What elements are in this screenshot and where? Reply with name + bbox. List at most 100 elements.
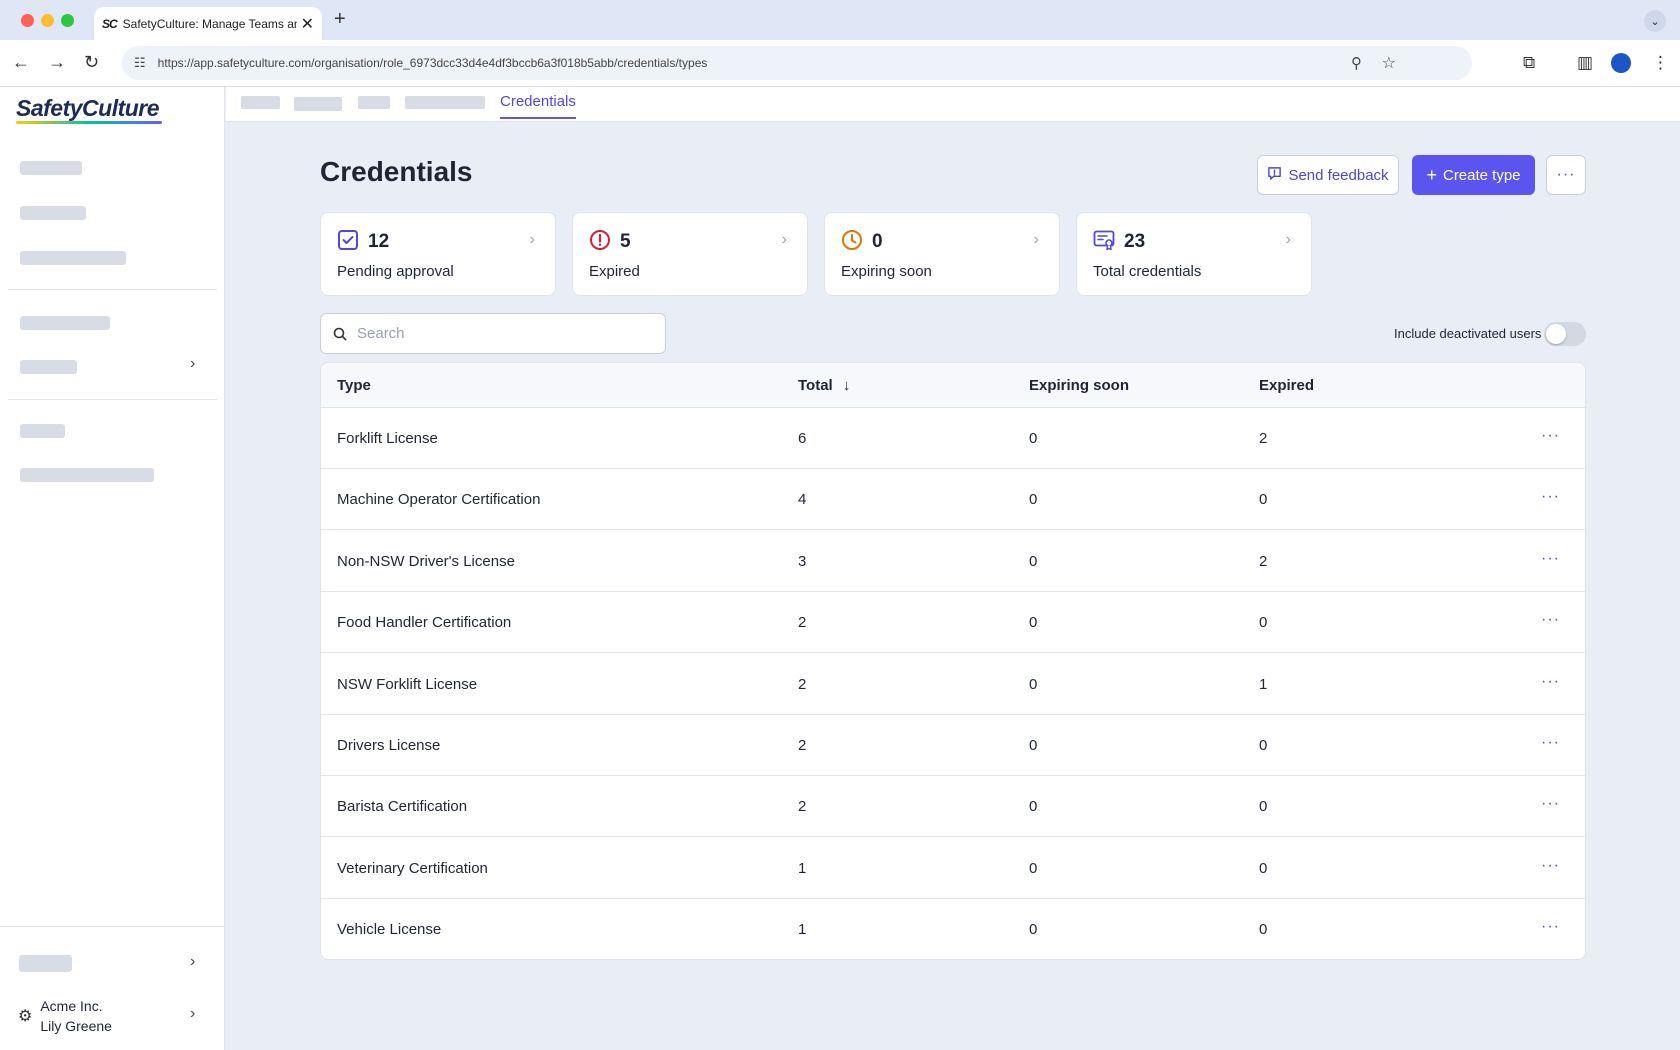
- credential-types-table: Type Total ↓ Expiring soon Expired Forkl…: [320, 362, 1586, 960]
- sidebar-item-placeholder[interactable]: [20, 161, 82, 175]
- column-header-expired: Expired: [1259, 377, 1315, 394]
- table-row[interactable]: Veterinary Certification 1 0 0 ···: [321, 838, 1585, 899]
- search-icon: [333, 327, 347, 340]
- cell-total: 2: [798, 675, 807, 693]
- minimize-window-button[interactable]: [41, 14, 54, 27]
- tab-placeholder[interactable]: [294, 97, 342, 111]
- cell-type: Vehicle License: [337, 921, 442, 939]
- chevron-right-icon[interactable]: ›: [190, 953, 196, 970]
- tab-placeholder[interactable]: [405, 96, 485, 109]
- table-row[interactable]: NSW Forklift License 2 0 1 ···: [321, 654, 1585, 715]
- stat-value: 5: [620, 231, 631, 252]
- row-more-options-icon[interactable]: ···: [1541, 549, 1560, 567]
- sort-descending-icon: ↓: [842, 377, 851, 394]
- cell-expired: 2: [1259, 552, 1268, 570]
- table-row[interactable]: Non-NSW Driver's License 3 0 2 ···: [321, 531, 1585, 592]
- create-type-label: Create type: [1442, 166, 1521, 184]
- side-panel-icon[interactable]: ▥: [1577, 53, 1594, 72]
- maximize-window-button[interactable]: [61, 14, 74, 27]
- include-deactivated-toggle[interactable]: [1544, 322, 1586, 346]
- browser-toolbar: ← → ↻ ☷ https://app.safetyculture.com/or…: [0, 40, 1680, 87]
- bookmark-star-icon[interactable]: ☆: [1381, 55, 1396, 72]
- close-window-button[interactable]: [21, 14, 34, 27]
- row-more-options-icon[interactable]: ···: [1541, 734, 1560, 751]
- profile-avatar-icon[interactable]: [1611, 53, 1631, 73]
- send-feedback-button[interactable]: Send feedback: [1257, 155, 1399, 195]
- cell-expired: 2: [1259, 430, 1268, 447]
- stat-card-expiring-soon[interactable]: 0 Expiring soon ›: [824, 212, 1060, 296]
- cell-total: 6: [798, 430, 807, 447]
- row-more-options-icon[interactable]: ···: [1541, 427, 1560, 444]
- sidebar-item-placeholder[interactable]: [20, 251, 126, 265]
- cell-expiring: 0: [1029, 552, 1038, 570]
- cell-type: Barista Certification: [337, 798, 468, 816]
- tab-placeholder[interactable]: [241, 96, 280, 109]
- chevron-right-icon[interactable]: ›: [190, 355, 196, 372]
- chevron-right-icon[interactable]: ›: [190, 1005, 196, 1022]
- logo-underline: [16, 121, 162, 124]
- feedback-icon: [1267, 166, 1282, 185]
- zoom-icon[interactable]: ⚲: [1351, 55, 1362, 72]
- cell-type: Machine Operator Certification: [337, 491, 541, 509]
- sidebar-item-placeholder[interactable]: [20, 316, 110, 330]
- row-more-options-icon[interactable]: ···: [1541, 611, 1560, 629]
- cell-type: NSW Forklift License: [337, 675, 478, 693]
- cell-total: 1: [798, 921, 807, 939]
- sidebar: SafetyCulture › › ⚙ Acme Inc. Lily Green…: [0, 87, 225, 1050]
- sidebar-item-placeholder[interactable]: [19, 955, 72, 972]
- row-more-options-icon[interactable]: ···: [1541, 672, 1560, 690]
- browser-menu-icon[interactable]: ⋮: [1652, 53, 1669, 72]
- column-header-expiring-soon: Expiring soon: [1029, 377, 1130, 394]
- table-row[interactable]: Food Handler Certification 2 0 0 ···: [321, 592, 1585, 654]
- cell-expired: 0: [1259, 737, 1268, 754]
- stat-label: Expired: [589, 263, 640, 280]
- column-header-total[interactable]: Total ↓: [798, 377, 850, 394]
- back-arrow-icon[interactable]: ←: [12, 52, 30, 72]
- cell-type: Food Handler Certification: [337, 614, 512, 632]
- chevron-right-icon: ›: [781, 231, 787, 248]
- table-row[interactable]: Forklift License 6 0 2 ···: [321, 408, 1585, 469]
- cell-expired: 0: [1259, 921, 1268, 939]
- sidebar-item-placeholder[interactable]: [20, 468, 154, 482]
- row-more-options-icon[interactable]: ···: [1541, 918, 1560, 936]
- forward-arrow-icon[interactable]: →: [48, 52, 66, 72]
- plus-icon: +: [1426, 164, 1437, 185]
- browser-tab-bar: SC SafetyCulture: Manage Teams and... ✕ …: [0, 0, 1680, 40]
- cell-expiring: 0: [1029, 491, 1038, 509]
- new-tab-icon[interactable]: +: [334, 8, 346, 30]
- cell-total: 2: [798, 614, 807, 632]
- stat-card-pending-approval[interactable]: 12 Pending approval ›: [320, 212, 556, 296]
- table-row[interactable]: Vehicle License 1 0 0 ···: [321, 899, 1585, 959]
- table-row[interactable]: Barista Certification 2 0 0 ···: [321, 776, 1585, 838]
- safetyculture-logo[interactable]: SafetyCulture: [16, 95, 160, 121]
- address-bar[interactable]: ☷ https://app.safetyculture.com/organisa…: [122, 46, 1472, 80]
- table-row[interactable]: Machine Operator Certification 4 0 0 ···: [321, 469, 1585, 531]
- tab-search-icon[interactable]: ⌄: [1644, 10, 1666, 32]
- tab-placeholder[interactable]: [358, 96, 390, 109]
- close-tab-icon[interactable]: ✕: [300, 15, 314, 33]
- alert-circle-icon: [590, 230, 610, 250]
- stat-label: Expiring soon: [841, 263, 932, 280]
- sidebar-item-placeholder[interactable]: [20, 360, 77, 374]
- table-row[interactable]: Drivers License 2 0 0 ···: [321, 715, 1585, 776]
- row-more-options-icon[interactable]: ···: [1541, 488, 1560, 506]
- cell-total: 1: [798, 859, 807, 877]
- create-type-button[interactable]: + Create type: [1412, 155, 1535, 195]
- row-more-options-icon[interactable]: ···: [1541, 856, 1560, 874]
- extensions-icon[interactable]: ⧉: [1523, 53, 1536, 72]
- reload-icon[interactable]: ↻: [84, 52, 100, 72]
- safetyculture-favicon-icon: SC: [102, 16, 118, 31]
- chevron-right-icon: ›: [1033, 231, 1039, 248]
- site-settings-icon[interactable]: ☷: [134, 55, 146, 70]
- stat-card-expired[interactable]: 5 Expired ›: [572, 212, 808, 296]
- org-switcher[interactable]: ⚙ Acme Inc. Lily Greene: [18, 996, 112, 1036]
- row-more-options-icon[interactable]: ···: [1541, 795, 1560, 813]
- sidebar-item-placeholder[interactable]: [20, 206, 86, 220]
- tab-credentials[interactable]: Credentials: [500, 93, 576, 119]
- browser-tab[interactable]: SC SafetyCulture: Manage Teams and... ✕: [94, 7, 322, 40]
- stat-card-total-credentials[interactable]: 23 Total credentials ›: [1076, 212, 1312, 296]
- search-input[interactable]: [357, 325, 647, 342]
- more-options-button[interactable]: ···: [1546, 155, 1586, 195]
- sidebar-item-placeholder[interactable]: [20, 424, 65, 438]
- cell-expired: 0: [1259, 491, 1268, 509]
